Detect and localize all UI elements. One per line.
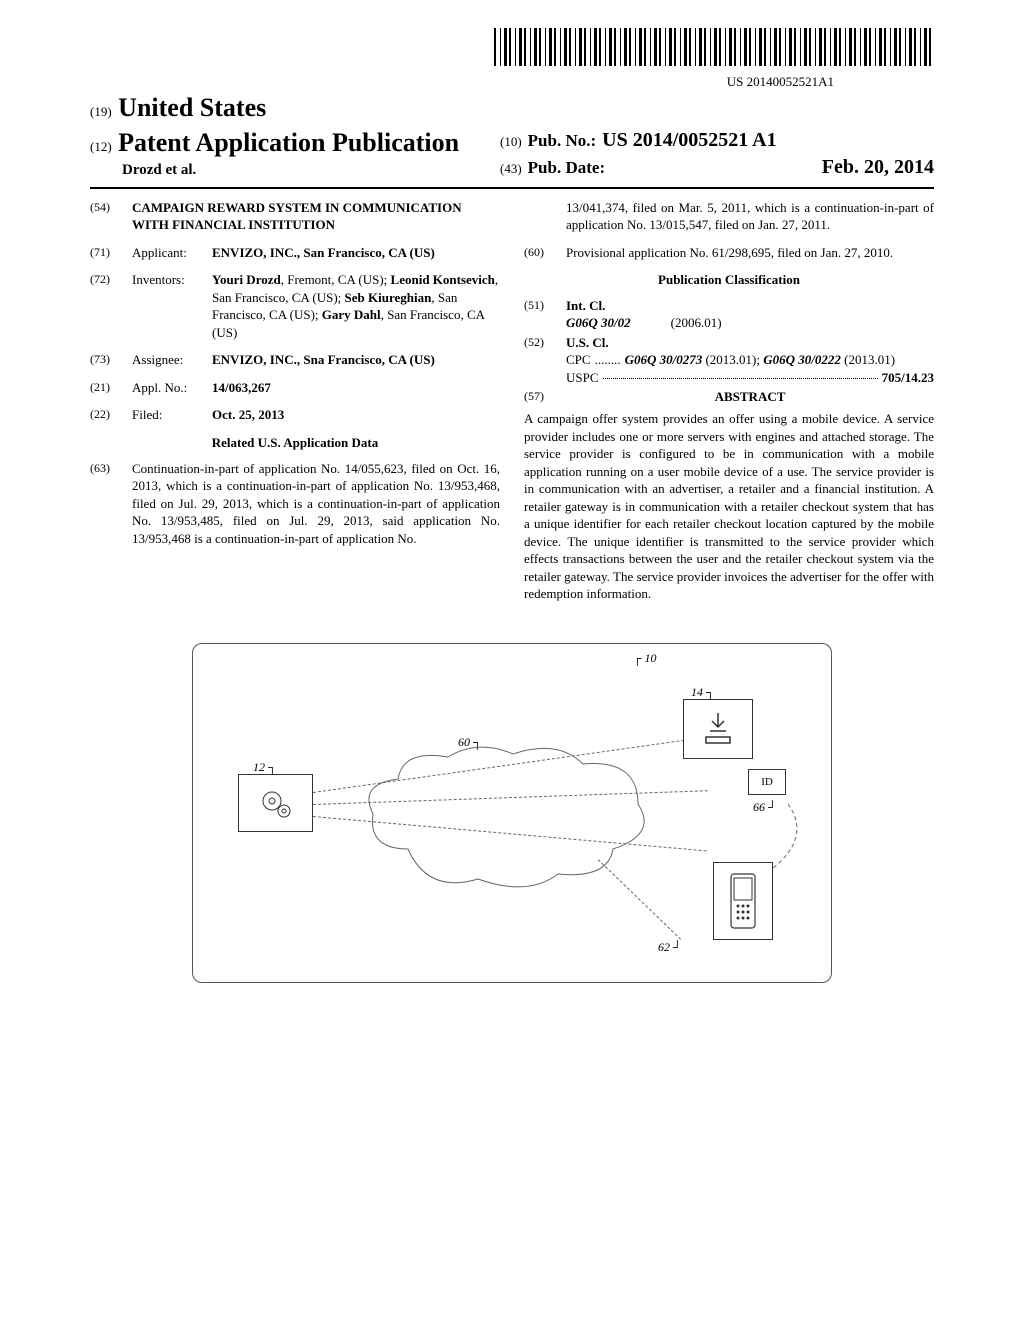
phone-icon (728, 872, 758, 930)
cip-code: (63) (90, 460, 122, 548)
bibliographic-columns: (54) CAMPAIGN REWARD SYSTEM IN COMMUNICA… (90, 199, 934, 603)
cpc-label: CPC (566, 351, 591, 369)
applicant-label: Applicant: (132, 244, 202, 262)
applicant-code: (71) (90, 244, 122, 262)
abstract-text: A campaign offer system provides an offe… (524, 410, 934, 603)
id-box: ID (748, 769, 786, 795)
pubdate-label: Pub. Date: (528, 157, 605, 180)
document-header: (19) United States (12) Patent Applicati… (90, 90, 934, 188)
uscl-label: U.S. Cl. (566, 334, 934, 352)
id-text: ID (761, 775, 773, 790)
figure-container: ┌ 10 12 ┐ 60 ┐ 14 ┐ ID (90, 643, 934, 983)
pubdate-prefix: (43) (500, 160, 522, 178)
assignee-text: ENVIZO, INC., Sna Francisco, CA (US) (212, 352, 435, 367)
author-line: Drozd et al. (122, 160, 470, 180)
filed-code: (22) (90, 406, 122, 424)
header-left: (19) United States (12) Patent Applicati… (90, 90, 470, 180)
header-right: (10) Pub. No.: US 2014/0052521 A1 (43) P… (500, 127, 934, 181)
applno-text: 14/063,267 (212, 380, 271, 395)
right-column: 13/041,374, filed on Mar. 5, 2011, which… (524, 199, 934, 603)
applicant-value: ENVIZO, INC., San Francisco, CA (US) (212, 244, 500, 262)
assignee-code: (73) (90, 351, 122, 369)
ref-10: ┌ 10 (633, 650, 657, 666)
server-box (238, 774, 313, 832)
intcl-label: Int. Cl. (566, 297, 934, 315)
inventors-code: (72) (90, 271, 122, 341)
barcode-block (90, 28, 934, 71)
intcl-version: (2006.01) (671, 314, 722, 332)
provisional: Provisional application No. 61/298,695, … (566, 244, 934, 262)
pubno-label: Pub. No.: (528, 130, 596, 153)
pubdate-value: Feb. 20, 2014 (822, 154, 934, 181)
us-prefix: (19) (90, 104, 112, 119)
abstract-label: ABSTRACT (715, 389, 786, 404)
assignee-value: ENVIZO, INC., Sna Francisco, CA (US) (212, 351, 500, 369)
applicant-text: ENVIZO, INC., San Francisco, CA (US) (212, 245, 435, 260)
barcode-text: US 20140052521A1 (90, 73, 834, 91)
figure-box: ┌ 10 12 ┐ 60 ┐ 14 ┐ ID (192, 643, 832, 983)
pubclass-header: Publication Classification (524, 271, 934, 289)
uspc-label: USPC (566, 369, 599, 387)
uspc-value: 705/14.23 (882, 369, 934, 387)
barcode-graphic (494, 28, 934, 66)
intcl-class: G06Q 30/02 (566, 314, 631, 332)
cpc-value: G06Q 30/0273 (2013.01); G06Q 30/0222 (20… (625, 351, 895, 369)
dotted-leader (603, 369, 878, 379)
cip-cont: 13/041,374, filed on Mar. 5, 2011, which… (566, 199, 934, 234)
assignee-label: Assignee: (132, 351, 202, 369)
applno-label: Appl. No.: (132, 379, 202, 397)
gear-icon (256, 783, 296, 823)
filed-label: Filed: (132, 406, 202, 424)
intcl-code: (51) (524, 297, 556, 332)
applno-code: (21) (90, 379, 122, 397)
invention-title: CAMPAIGN REWARD SYSTEM IN COMMUNICATION … (132, 199, 500, 234)
filed-text: Oct. 25, 2013 (212, 407, 284, 422)
printer-icon (696, 707, 740, 751)
ref-14: 14 ┐ (691, 684, 715, 700)
applno-value: 14/063,267 (212, 379, 500, 397)
abstract-code: (57) (524, 388, 556, 406)
filed-value: Oct. 25, 2013 (212, 406, 500, 424)
pubtype-prefix: (12) (90, 139, 112, 154)
title-code: (54) (90, 199, 122, 234)
prov-code: (60) (524, 244, 556, 262)
related-header: Related U.S. Application Data (90, 434, 500, 452)
pubno-prefix: (10) (500, 133, 522, 151)
publication-type: Patent Application Publication (118, 128, 459, 157)
phone-box (713, 862, 773, 940)
inventors-label: Inventors: (132, 271, 202, 341)
inventors-value: Youri Drozd, Fremont, CA (US); Leonid Ko… (212, 271, 500, 341)
ref-12: 12 ┐ (253, 759, 277, 775)
pubno-value: US 2014/0052521 A1 (602, 127, 776, 154)
uscl-code: (52) (524, 334, 556, 387)
printer-box (683, 699, 753, 759)
united-states: United States (118, 93, 266, 122)
ref-62: 62 ┘ (658, 939, 682, 955)
left-column: (54) CAMPAIGN REWARD SYSTEM IN COMMUNICA… (90, 199, 500, 603)
cip-text: Continuation-in-part of application No. … (132, 460, 500, 548)
